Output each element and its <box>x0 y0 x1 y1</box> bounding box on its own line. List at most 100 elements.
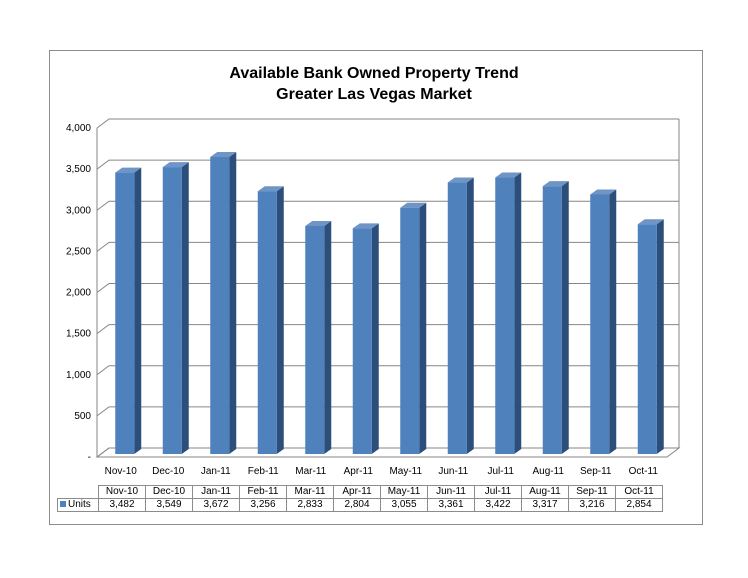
y-tick-label: 3,500 <box>66 164 91 175</box>
y-tick-label: 2,500 <box>66 246 91 257</box>
bar-side <box>466 177 474 455</box>
bar-side <box>561 181 569 454</box>
y-axis-tick-labels: - 500 1,000 1,500 2,000 2,500 3,000 3,500 4,000 <box>66 123 91 463</box>
data-table-category: Jun-11 <box>427 485 475 499</box>
data-table-category: Feb-11 <box>239 485 287 499</box>
bar-side <box>324 220 332 454</box>
bar-front <box>590 194 610 454</box>
y-tick-label: 4,000 <box>66 123 91 134</box>
gridline <box>96 200 679 211</box>
bar <box>447 177 474 455</box>
bar <box>637 219 664 454</box>
data-table-value: 3,422 <box>474 498 522 512</box>
y-tick-label: 1,500 <box>66 329 91 340</box>
data-table-value: 3,216 <box>568 498 616 512</box>
data-table-category: Jul-11 <box>474 485 522 499</box>
bar <box>495 172 522 454</box>
bar-front <box>162 167 182 454</box>
bar-front <box>400 207 420 454</box>
bar-side <box>276 186 284 454</box>
bar-side <box>181 162 189 454</box>
data-table-value: 3,256 <box>239 498 287 512</box>
bar <box>162 162 189 454</box>
data-table-category: Mar-11 <box>286 485 334 499</box>
data-table-value: 3,672 <box>192 498 240 512</box>
bar-top <box>590 189 617 195</box>
gridline <box>96 406 679 417</box>
bar-side <box>371 223 379 454</box>
bar <box>400 202 427 454</box>
bar-side <box>609 189 617 454</box>
bar-top <box>637 219 664 225</box>
bar-front <box>495 177 515 454</box>
data-table-value: 3,317 <box>521 498 569 512</box>
data-table-category: Sep-11 <box>568 485 616 499</box>
gridline <box>96 283 679 293</box>
y-tick-label: 1,000 <box>66 370 91 381</box>
chart-subtitle: Greater Las Vegas Market <box>276 86 472 103</box>
x-tick-label: Feb-11 <box>248 466 279 477</box>
data-table-corner <box>57 485 99 499</box>
data-table-header-row: Nov-10 Dec-10 Jan-11 Feb-11 Mar-11 Apr-11 May-… <box>57 485 663 499</box>
bar-side <box>229 151 237 454</box>
data-table-value: 2,804 <box>333 498 381 512</box>
x-tick-label: Nov-10 <box>105 466 138 477</box>
gridline <box>96 241 679 252</box>
bar-top <box>210 151 237 157</box>
bar-top <box>495 172 522 178</box>
bar-top <box>447 177 474 183</box>
bar <box>115 167 142 454</box>
data-table-category: Nov-10 <box>98 485 146 499</box>
data-table-series-label: Units <box>57 498 99 512</box>
data-table-value: 3,055 <box>380 498 428 512</box>
data-table-value: 3,361 <box>427 498 475 512</box>
x-tick-label: Mar-11 <box>295 466 326 477</box>
bar-front <box>637 224 657 454</box>
data-table-category: Aug-11 <box>521 485 569 499</box>
data-table-value: 3,549 <box>145 498 193 512</box>
bar <box>210 151 237 454</box>
x-tick-label: Sep-11 <box>580 466 612 477</box>
bar-top <box>542 181 569 187</box>
bar-front <box>542 186 562 454</box>
bar-top <box>162 162 189 168</box>
bar-front <box>210 156 230 454</box>
bar <box>305 220 332 454</box>
bar <box>352 223 379 454</box>
series-name: Units <box>68 499 91 510</box>
x-tick-label: Jul-11 <box>488 466 515 477</box>
bars <box>115 151 664 455</box>
gridlines <box>95 118 681 458</box>
data-table: Nov-10 Dec-10 Jan-11 Feb-11 Mar-11 Apr-11 May-… <box>57 485 663 512</box>
x-tick-label: Aug-11 <box>532 466 564 477</box>
gridline <box>96 365 679 376</box>
data-table-category: Oct-11 <box>615 485 663 499</box>
data-table-category: Dec-10 <box>145 485 193 499</box>
bar-side <box>514 172 522 454</box>
y-tick-label: - <box>88 452 91 463</box>
y-tick-label: 500 <box>74 411 91 422</box>
bar-front <box>305 225 325 454</box>
data-table-category: May-11 <box>380 485 428 499</box>
data-table-value: 2,833 <box>286 498 334 512</box>
bar-side <box>419 202 427 454</box>
gridline <box>96 118 679 129</box>
data-table-value: 2,854 <box>615 498 663 512</box>
x-tick-label: Jun-11 <box>438 466 468 477</box>
bar <box>590 189 617 454</box>
x-tick-label: Oct-11 <box>629 466 659 477</box>
data-table-category: Apr-11 <box>333 485 381 499</box>
bar-front <box>115 172 135 454</box>
bar-side <box>656 219 664 454</box>
data-table-value: 3,482 <box>98 498 146 512</box>
bar-top <box>352 223 379 229</box>
x-tick-label: May-11 <box>389 466 422 477</box>
bar-side <box>134 167 142 454</box>
bar <box>542 181 569 454</box>
bar-top <box>400 202 427 208</box>
gridline <box>96 159 679 170</box>
gridline <box>96 324 679 335</box>
legend-key-icon <box>60 501 66 508</box>
y-tick-label: 2,000 <box>66 288 91 299</box>
